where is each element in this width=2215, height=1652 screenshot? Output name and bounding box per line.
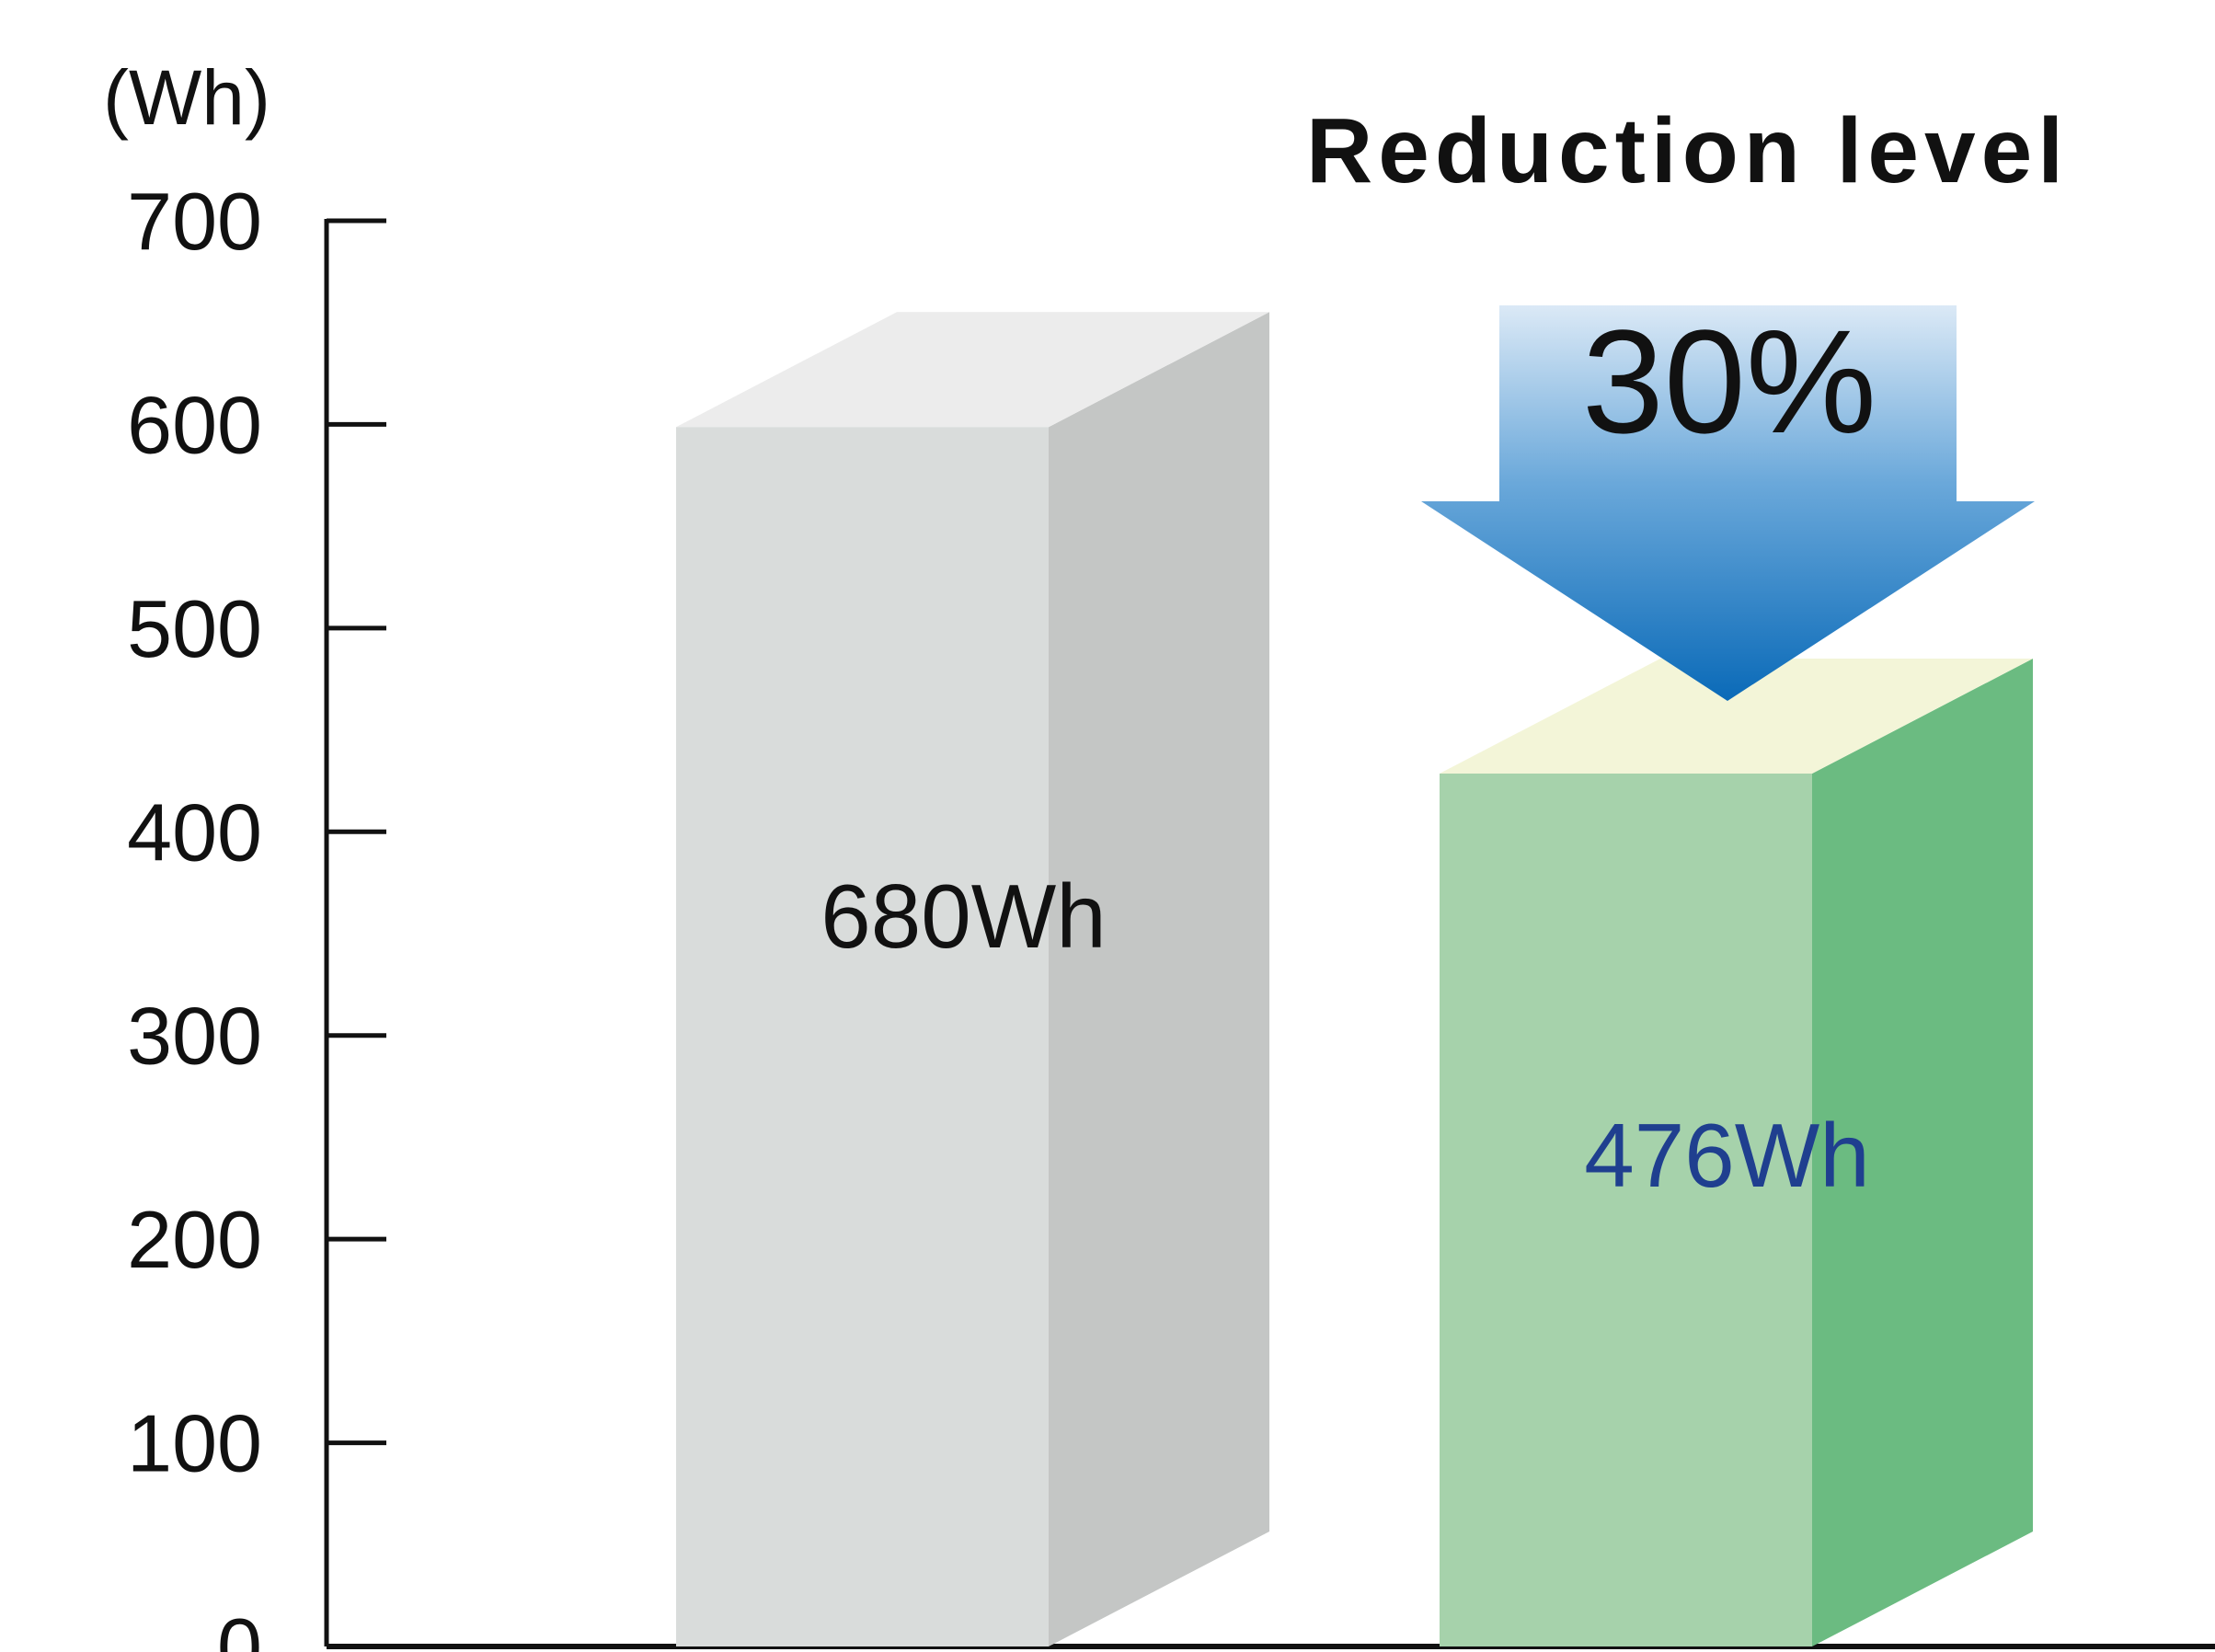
reduction-percentage-label: 30% [1582,299,1876,464]
y-tick-label: 200 [127,1194,262,1285]
reduction-arrow: 30% [1421,299,2035,701]
bar-2-value-label: 476Wh [1584,1105,1870,1206]
y-tick-label: 300 [127,991,262,1082]
y-tick-label: 500 [127,583,262,674]
bar-1-front [676,427,1049,1647]
y-tick-label: 0 [217,1601,262,1652]
bar-2-top [1440,659,2033,774]
y-tick-label: 700 [127,176,262,267]
y-tick-label: 600 [127,379,262,470]
y-tick-label: 400 [127,786,262,878]
y-axis: 0 100 200 300 400 500 600 700 [127,176,2215,1652]
bar-1-top [676,312,1269,428]
y-tick-label: 100 [127,1398,262,1489]
bar-1-side [1049,312,1269,1647]
bars: 680Wh 476Wh [676,312,2033,1647]
y-axis-unit-label: (Wh) [103,54,270,141]
chart-title: Reduction level [1306,99,2069,202]
down-arrow-shape [1421,305,2035,701]
bar-2-side [1812,659,2033,1646]
bar-2-front [1440,774,1812,1646]
bar-1: 680Wh [676,312,1269,1647]
bar-2: 476Wh [1440,659,2033,1646]
bar-1-value-label: 680Wh [821,866,1107,967]
